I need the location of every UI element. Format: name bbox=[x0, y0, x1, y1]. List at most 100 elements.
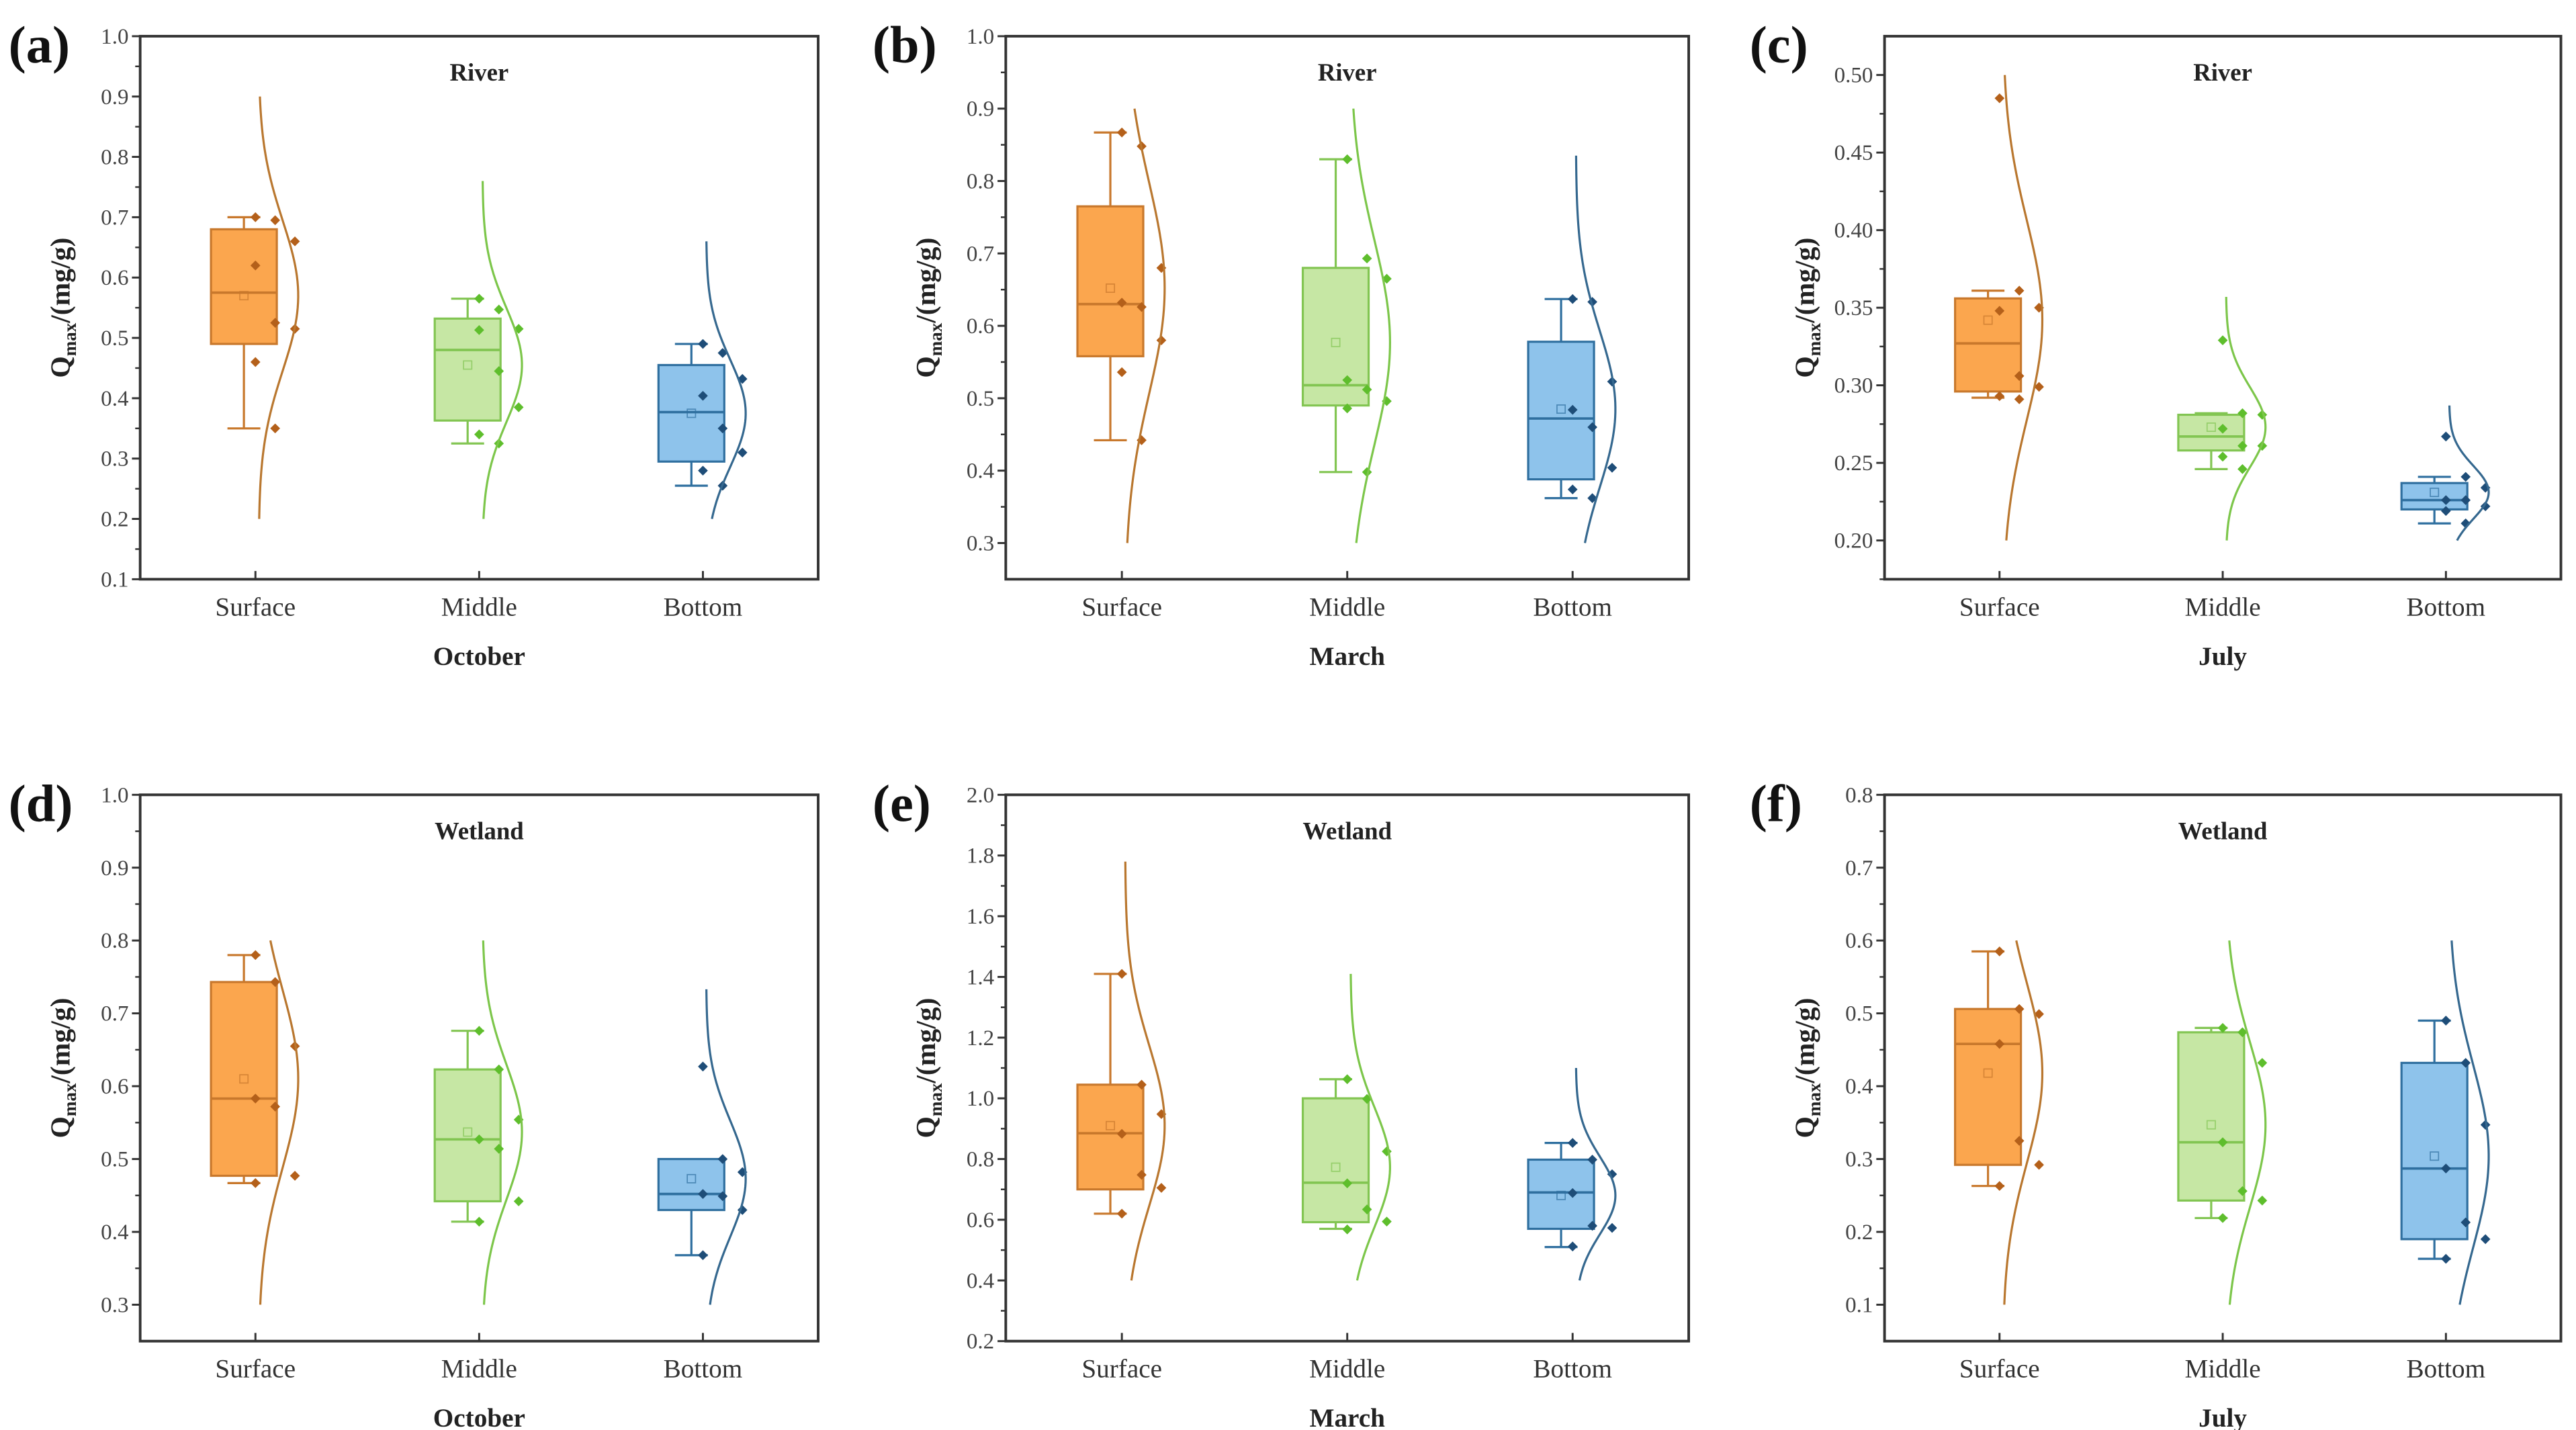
mean-marker bbox=[686, 1173, 697, 1183]
x-axis-title: October bbox=[433, 1404, 525, 1430]
panel-b: 0.3 0.4 0.5 0.6 0.7 0.8 0.9 1.0 (b) River March Qma… bbox=[873, 15, 1691, 671]
group-middle: Middle bbox=[433, 940, 524, 1384]
data-point bbox=[717, 1191, 728, 1202]
data-point bbox=[1342, 154, 1353, 165]
y-tick-label: 0.9 bbox=[101, 85, 128, 109]
data-point bbox=[1362, 253, 1372, 264]
panel-title: River bbox=[1318, 58, 1377, 86]
data-point bbox=[1994, 306, 2005, 316]
data-point bbox=[1994, 391, 2005, 402]
x-tick-label: Bottom bbox=[2407, 1355, 2486, 1384]
data-point bbox=[1567, 484, 1578, 495]
y-axis-title-rest: /(mg/g) bbox=[911, 238, 942, 324]
y-axis-title-main: Q bbox=[911, 1116, 942, 1138]
data-point bbox=[2480, 1234, 2491, 1245]
data-point bbox=[1116, 1208, 1127, 1219]
data-point bbox=[2217, 1023, 2228, 1033]
data-point bbox=[717, 1154, 728, 1164]
y-axis-title: Qmax/(mg/g) bbox=[45, 998, 80, 1138]
data-point bbox=[1342, 403, 1353, 414]
y-tick-label: 0.6 bbox=[101, 266, 128, 290]
y-tick-label: 1.0 bbox=[101, 25, 128, 49]
y-tick-label: 1.6 bbox=[967, 905, 994, 929]
data-point bbox=[2014, 371, 2025, 382]
box-iqr bbox=[1954, 1008, 2023, 1166]
data-point bbox=[290, 236, 300, 247]
data-point bbox=[250, 1178, 261, 1188]
y-tick-label: 0.7 bbox=[101, 1002, 128, 1026]
y-tick-label: 0.6 bbox=[967, 314, 994, 339]
x-tick-label: Surface bbox=[1959, 1355, 2040, 1384]
y-tick-label: 0.8 bbox=[967, 170, 994, 194]
data-point bbox=[1567, 1241, 1578, 1252]
mean-marker bbox=[1556, 1190, 1566, 1200]
y-tick-label: 0.5 bbox=[101, 326, 128, 351]
y-axis-title: Qmax/(mg/g) bbox=[1789, 238, 1824, 378]
data-point bbox=[2441, 506, 2451, 517]
data-point bbox=[1567, 294, 1578, 304]
data-point bbox=[494, 366, 504, 376]
mean-marker bbox=[463, 1127, 473, 1137]
data-point bbox=[494, 304, 504, 315]
mean-marker bbox=[239, 291, 249, 301]
data-point bbox=[474, 429, 484, 440]
y-tick-label: 0.3 bbox=[101, 447, 128, 472]
y-axis-title-main: Q bbox=[1789, 1116, 1820, 1138]
y-tick-label: 0.45 bbox=[1834, 141, 1873, 165]
group-surface: Surface bbox=[210, 940, 300, 1384]
data-point bbox=[1116, 298, 1127, 308]
data-point bbox=[2217, 1213, 2228, 1223]
data-point bbox=[1994, 1038, 2005, 1049]
distribution-curve bbox=[259, 940, 300, 1305]
distribution-curve bbox=[2004, 75, 2044, 541]
panel-title: Wetland bbox=[435, 817, 524, 844]
data-point bbox=[1137, 1169, 1147, 1180]
data-point bbox=[290, 1171, 300, 1181]
panel-c: 0.20 0.25 0.30 0.35 0.40 0.45 0.50 (c) River July… bbox=[1750, 15, 2563, 671]
data-point bbox=[2441, 1163, 2451, 1174]
data-point bbox=[250, 357, 261, 367]
y-tick-label: 0.3 bbox=[967, 532, 994, 556]
box-iqr bbox=[1527, 341, 1595, 481]
data-point bbox=[474, 325, 484, 335]
y-tick-label: 0.40 bbox=[1834, 219, 1873, 243]
y-tick-label: 0.4 bbox=[101, 387, 129, 411]
box-iqr bbox=[210, 228, 278, 345]
box-iqr bbox=[1301, 1097, 1370, 1224]
data-point bbox=[698, 465, 708, 476]
data-point bbox=[2441, 431, 2451, 442]
data-point bbox=[698, 390, 708, 401]
data-point bbox=[1994, 1181, 2005, 1192]
panel-label: (c) bbox=[1750, 15, 1808, 74]
y-tick-label: 0.6 bbox=[1845, 929, 1873, 953]
panel-title: River bbox=[449, 58, 508, 86]
mean-marker bbox=[1331, 337, 1341, 347]
data-point bbox=[698, 1250, 708, 1261]
y-tick-label: 0.25 bbox=[1834, 451, 1873, 476]
x-tick-label: Surface bbox=[215, 1355, 296, 1384]
y-axis-title-sub: max bbox=[926, 322, 946, 356]
data-point bbox=[1567, 1138, 1578, 1148]
group-bottom: Bottom bbox=[2400, 940, 2491, 1384]
mean-marker bbox=[1983, 315, 1993, 325]
mean-marker bbox=[1106, 1120, 1116, 1130]
distribution-curve bbox=[705, 241, 747, 519]
data-point bbox=[2217, 451, 2228, 462]
data-point bbox=[2460, 472, 2471, 482]
data-point bbox=[1607, 463, 1617, 473]
y-axis-title: Qmax/(mg/g) bbox=[45, 238, 80, 378]
box-iqr bbox=[1076, 1083, 1145, 1191]
data-point bbox=[513, 402, 524, 412]
x-tick-label: Surface bbox=[1081, 1355, 1162, 1384]
panel-a: 0.1 0.2 0.3 0.4 0.5 0.6 0.7 0.8 0.9 1.0 (a) River Oc… bbox=[9, 15, 820, 671]
group-bottom: Bottom bbox=[657, 241, 748, 621]
group-surface: Surface bbox=[1076, 861, 1167, 1384]
y-tick-label: 0.8 bbox=[967, 1148, 994, 1172]
y-tick-label: 1.8 bbox=[967, 844, 994, 868]
y-tick-label: 0.5 bbox=[101, 1148, 128, 1172]
panel-label: (d) bbox=[9, 774, 73, 833]
distribution-curve bbox=[258, 96, 300, 519]
y-axis-title-main: Q bbox=[1789, 356, 1820, 377]
y-tick-label: 0.2 bbox=[1845, 1220, 1873, 1245]
